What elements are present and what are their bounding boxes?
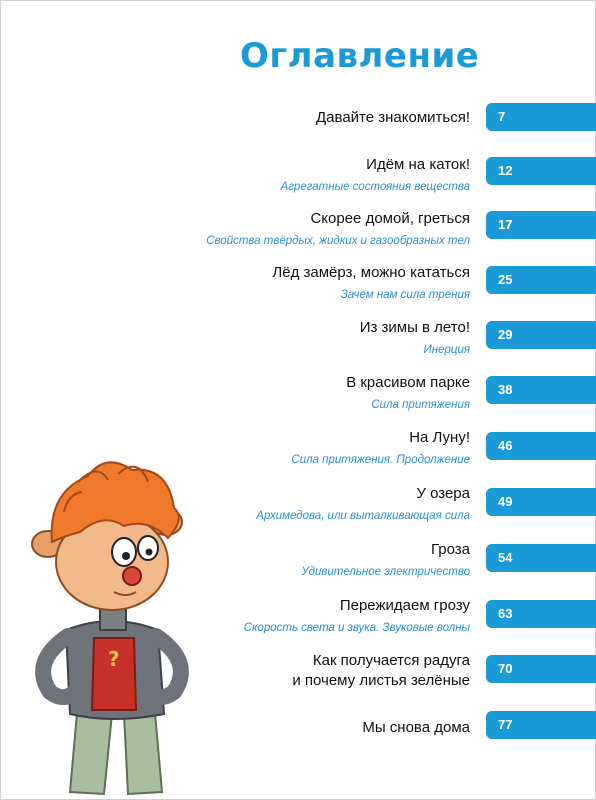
toc-entry[interactable]: На Луну! Сила притяжения. Продолжение: [150, 428, 470, 468]
svg-text:?: ?: [108, 647, 120, 671]
toc-entry-title: Давайте знакомиться!: [316, 109, 470, 126]
toc-entry[interactable]: Гроза Удивительное электричество: [150, 540, 470, 580]
toc-entry-subtitle: Инерция: [423, 344, 470, 356]
page-number-tab[interactable]: 49: [486, 488, 596, 516]
toc-entry-title: Из зимы в лето!: [359, 319, 470, 336]
toc-entry-title: У озера: [416, 485, 470, 502]
toc-entry-subtitle: Агрегатные состояния вещества: [280, 181, 470, 193]
toc-entry[interactable]: Мы снова дома: [150, 718, 470, 738]
toc-entry-title: Идём на каток!: [366, 156, 470, 173]
cartoon-boy-illustration: ?: [31, 461, 189, 796]
page-number-tab[interactable]: 25: [486, 266, 596, 294]
toc-entry[interactable]: В красивом парке Сила притяжения: [150, 373, 470, 413]
page-number-tab[interactable]: 54: [486, 544, 596, 572]
toc-entry[interactable]: Давайте знакомиться!: [150, 108, 470, 128]
toc-entry-subtitle: Сила притяжения: [371, 399, 470, 411]
page-number-tab[interactable]: 70: [486, 655, 596, 683]
toc-entry-subtitle: Архимедова, или выталкивающая сила: [256, 510, 470, 522]
toc-entry-subtitle: Сила притяжения. Продолжение: [291, 454, 470, 466]
toc-entry-title-line2: и почему листья зелёные: [292, 672, 470, 689]
toc-entry[interactable]: Идём на каток! Агрегатные состояния веще…: [150, 155, 470, 195]
toc-entry-title: Гроза: [430, 541, 470, 558]
toc-entry-title: В красивом парке: [346, 374, 470, 391]
page-title: Оглавление: [240, 36, 480, 76]
toc-entry-title: Лёд замёрз, можно кататься: [272, 264, 470, 281]
toc-entry-title: Скорее домой, греться: [310, 210, 470, 227]
toc-entry-title: Мы снова дома: [362, 719, 470, 736]
page-number-tab[interactable]: 7: [486, 103, 596, 131]
page-number-tab[interactable]: 29: [486, 321, 596, 349]
page-number-tab[interactable]: 77: [486, 711, 596, 739]
toc-entry-subtitle: Скорость света и звука. Звуковые волны: [243, 622, 470, 634]
toc-entry-title: На Луну!: [409, 429, 470, 446]
toc-entry[interactable]: У озера Архимедова, или выталкивающая си…: [150, 484, 470, 524]
toc-entry-subtitle: Удивительное электричество: [301, 566, 470, 578]
page-number-tab[interactable]: 38: [486, 376, 596, 404]
page-number-tab[interactable]: 17: [486, 211, 596, 239]
page-number-tab[interactable]: 63: [486, 600, 596, 628]
toc-entry[interactable]: Скорее домой, греться Свойства твёрдых, …: [150, 209, 470, 249]
toc-entry-subtitle: Свойства твёрдых, жидких и газообразных …: [206, 235, 470, 247]
toc-entry[interactable]: Лёд замёрз, можно кататься Зачем нам сил…: [150, 263, 470, 303]
toc-entry-title: Пережидаем грозу: [339, 597, 470, 614]
page-number-tab[interactable]: 46: [486, 432, 596, 460]
toc-entry-subtitle: Зачем нам сила трения: [340, 289, 470, 301]
toc-entry[interactable]: Как получается радуга и почему листья зе…: [150, 651, 470, 691]
toc-entry-title: Как получается радуга: [312, 652, 470, 669]
toc-entry[interactable]: Пережидаем грозу Скорость света и звука.…: [150, 596, 470, 636]
page-number-tab[interactable]: 12: [486, 157, 596, 185]
toc-entry[interactable]: Из зимы в лето! Инерция: [150, 318, 470, 358]
